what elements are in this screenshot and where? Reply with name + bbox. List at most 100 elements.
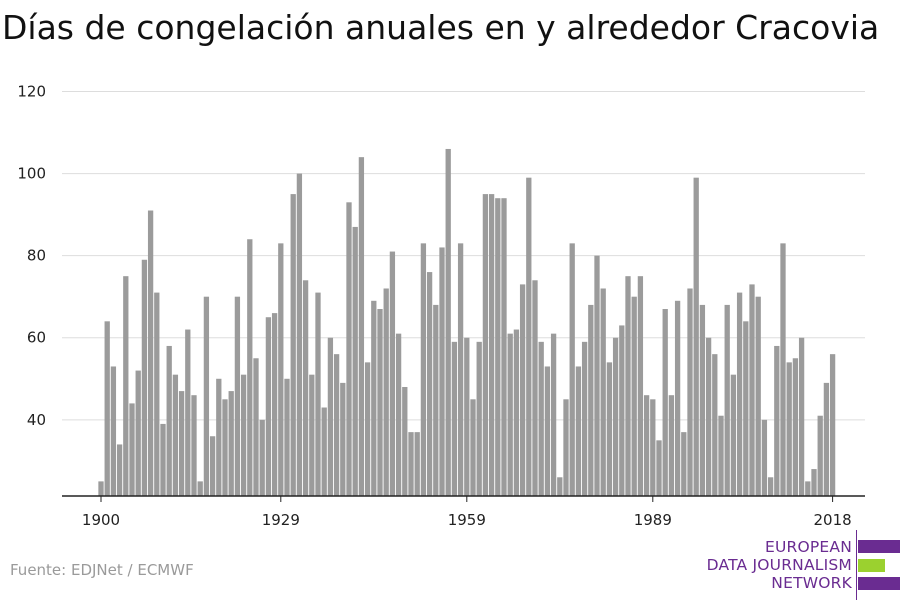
bar-1998 bbox=[705, 337, 712, 496]
bar-2008 bbox=[767, 477, 774, 496]
bar-1903 bbox=[116, 444, 123, 496]
bar-1917 bbox=[203, 296, 210, 496]
bar-1989 bbox=[650, 399, 656, 496]
bar-1992 bbox=[668, 395, 675, 496]
bar-1987 bbox=[637, 276, 644, 496]
chart-title: Días de congelación anuales en y alreded… bbox=[2, 8, 880, 47]
y-tick-label: 100 bbox=[17, 165, 46, 183]
bar-1984 bbox=[619, 325, 625, 496]
bar-1964 bbox=[495, 198, 501, 496]
bar-1946 bbox=[383, 288, 389, 496]
bar-1944 bbox=[371, 300, 377, 496]
bar-2014 bbox=[805, 481, 811, 496]
bar-2009 bbox=[774, 345, 780, 496]
bar-1988 bbox=[643, 395, 650, 496]
bar-1909 bbox=[154, 292, 160, 496]
bar-1939 bbox=[340, 382, 346, 496]
bar-1985 bbox=[625, 276, 631, 496]
y-tick-label: 40 bbox=[27, 411, 46, 429]
x-tick-label: 1929 bbox=[262, 511, 300, 529]
bar-1981 bbox=[600, 288, 606, 496]
bars bbox=[98, 148, 836, 497]
bar-1908 bbox=[147, 210, 154, 496]
bar-1905 bbox=[129, 403, 135, 496]
x-tick-label: 1989 bbox=[634, 511, 672, 529]
bar-2002 bbox=[730, 374, 737, 496]
bar-1967 bbox=[513, 329, 520, 496]
bar-1969 bbox=[526, 177, 532, 496]
bar-1921 bbox=[228, 391, 234, 496]
x-tick-label: 2018 bbox=[814, 511, 852, 529]
bar-1966 bbox=[507, 333, 513, 496]
bar-2004 bbox=[743, 321, 749, 496]
bar-1901 bbox=[104, 321, 110, 496]
bar-1995 bbox=[687, 288, 693, 496]
bar-2006 bbox=[755, 296, 761, 496]
x-tick-label: 1959 bbox=[448, 511, 486, 529]
bar-1938 bbox=[333, 354, 340, 496]
bar-1933 bbox=[302, 280, 309, 496]
bar-1942 bbox=[358, 157, 365, 496]
bar-1943 bbox=[364, 362, 371, 496]
bar-1915 bbox=[191, 395, 197, 496]
bar-1955 bbox=[439, 247, 445, 496]
bar-1961 bbox=[476, 341, 482, 496]
bar-1930 bbox=[284, 378, 290, 496]
bar-2016 bbox=[817, 415, 823, 496]
bar-1913 bbox=[178, 391, 185, 496]
bar-1947 bbox=[389, 251, 396, 496]
bar-1916 bbox=[197, 481, 203, 496]
source-note: Fuente: EDJNet / ECMWF bbox=[10, 561, 194, 579]
bar-1940 bbox=[346, 202, 352, 496]
bar-1924 bbox=[247, 239, 253, 497]
bar-1974 bbox=[557, 477, 563, 496]
logo-line-network: NETWORK bbox=[771, 574, 852, 592]
bar-1982 bbox=[606, 362, 613, 496]
bar-2012 bbox=[792, 358, 799, 496]
bar-1935 bbox=[315, 292, 321, 496]
logo-line-european: EUROPEAN bbox=[764, 538, 852, 556]
bar-2011 bbox=[786, 362, 792, 496]
bar-1902 bbox=[110, 366, 117, 496]
bar-2005 bbox=[749, 284, 755, 496]
bar-2001 bbox=[724, 304, 730, 496]
bar-1920 bbox=[222, 399, 228, 496]
bar-1945 bbox=[377, 309, 383, 496]
bar-1972 bbox=[544, 366, 551, 496]
bar-1904 bbox=[123, 276, 129, 496]
bar-1963 bbox=[488, 194, 495, 496]
y-tick-label: 60 bbox=[27, 329, 46, 347]
bar-1931 bbox=[290, 194, 296, 496]
bar-1970 bbox=[532, 280, 538, 496]
bar-1978 bbox=[581, 341, 588, 496]
bar-1907 bbox=[141, 259, 148, 496]
logo-bar-top bbox=[858, 540, 900, 553]
bar-2000 bbox=[718, 415, 724, 496]
edjnet-logo: EUROPEAN DATA JOURNALISM NETWORK bbox=[700, 530, 900, 600]
bar-1949 bbox=[402, 386, 408, 496]
bar-2010 bbox=[780, 243, 786, 496]
bar-1948 bbox=[395, 333, 402, 496]
bar-1934 bbox=[309, 374, 315, 496]
bar-1910 bbox=[160, 423, 166, 496]
y-tick-label: 80 bbox=[27, 247, 46, 265]
bar-1990 bbox=[656, 440, 662, 496]
bar-1991 bbox=[662, 309, 668, 496]
bar-1977 bbox=[575, 366, 582, 496]
bar-1971 bbox=[538, 341, 544, 496]
bar-1954 bbox=[433, 304, 439, 496]
bar-1906 bbox=[135, 370, 141, 496]
bar-1975 bbox=[563, 399, 569, 496]
bar-2018 bbox=[829, 354, 836, 496]
logo-bar-middle bbox=[858, 559, 885, 572]
bar-1993 bbox=[674, 300, 681, 496]
bar-2017 bbox=[823, 382, 830, 496]
bar-1962 bbox=[482, 194, 489, 496]
bar-1994 bbox=[681, 432, 687, 496]
bar-1958 bbox=[457, 243, 464, 496]
bar-1968 bbox=[519, 284, 526, 496]
bar-1983 bbox=[612, 337, 619, 496]
bar-1925 bbox=[253, 358, 259, 496]
bar-1950 bbox=[408, 432, 414, 496]
